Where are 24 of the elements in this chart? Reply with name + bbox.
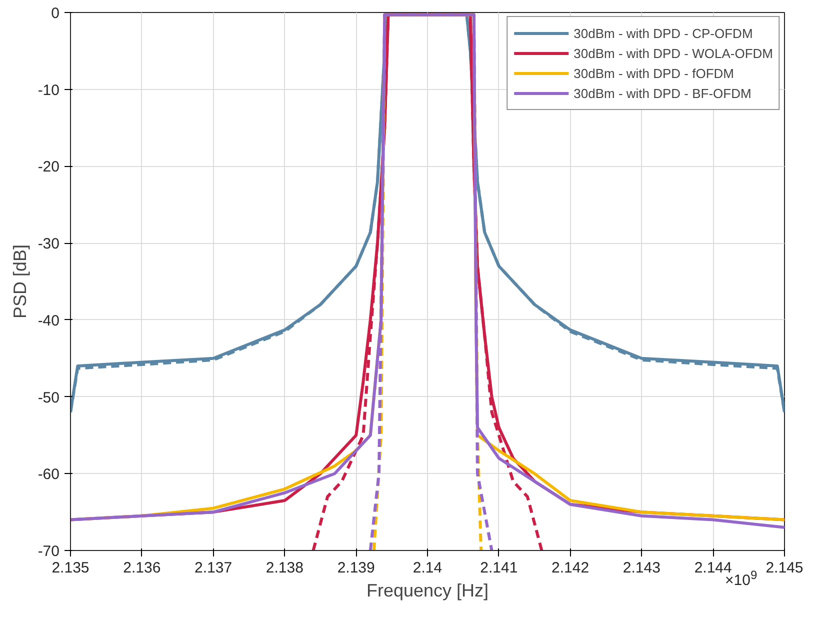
x-tick-label: 2.14: [412, 560, 442, 576]
y-axis-title: PSD [dB]: [10, 244, 30, 319]
y-tick-label: -30: [38, 236, 60, 253]
x-tick-label: 2.135: [52, 560, 90, 576]
y-tick-label: 0: [51, 5, 60, 22]
x-tick-label: 2.138: [266, 560, 304, 576]
x-tick-label: 2.139: [337, 560, 375, 576]
y-tick-label: -40: [38, 312, 60, 330]
legend-label: 30dBm - with DPD - WOLA-OFDM: [574, 46, 773, 60]
x-tick-label: 2.145: [766, 560, 804, 576]
legend-label: 30dBm - with DPD - fOFDM: [574, 66, 734, 80]
y-tick-label: -70: [38, 543, 60, 560]
legend-label: 30dBm - with DPD - BF-OFDM: [574, 86, 752, 100]
x-tick-label: 2.141: [480, 560, 518, 576]
y-tick-label: -50: [38, 389, 60, 406]
x-tick-label: 2.142: [552, 560, 590, 576]
x-tick-label: 2.143: [622, 560, 660, 576]
x-axis-title: Frequency [Hz]: [366, 580, 489, 600]
legend-label: 30dBm - with DPD - CP-OFDM: [574, 26, 753, 40]
y-tick-label: -60: [38, 466, 60, 484]
x-tick-label: 2.137: [194, 560, 232, 576]
y-tick-label: -10: [38, 82, 60, 99]
x-tick-label: 2.136: [123, 560, 161, 576]
y-tick-label: -20: [38, 158, 60, 176]
